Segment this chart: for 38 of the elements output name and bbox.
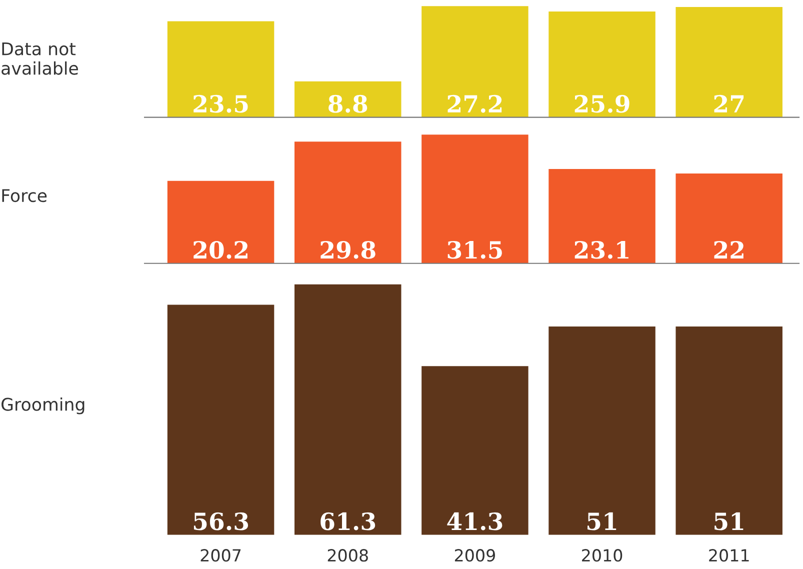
data-label: 29.8 xyxy=(320,240,376,259)
data-label: 41.3 xyxy=(447,512,502,530)
data-label: 27.2 xyxy=(448,94,502,113)
data-label: 23.5 xyxy=(194,94,248,113)
bar xyxy=(548,11,656,118)
data-label: 20.2 xyxy=(194,240,248,259)
bar xyxy=(294,142,402,264)
bar xyxy=(167,21,274,118)
data-label: 56.3 xyxy=(194,512,248,530)
data-label: 27 xyxy=(714,94,744,112)
x-tick-label: 2010 xyxy=(582,549,622,562)
bar xyxy=(294,81,402,118)
y-axis-title: Data not available xyxy=(2,42,78,75)
x-tick-label: 2011 xyxy=(709,549,749,562)
bar xyxy=(548,326,656,535)
data-label: 25.9 xyxy=(574,94,630,113)
x-tick-label: 2007 xyxy=(200,549,241,562)
y-axis-title: Force xyxy=(2,189,47,202)
bar xyxy=(676,6,782,118)
x-tick-label: 2009 xyxy=(454,549,495,562)
data-label: 23.1 xyxy=(574,240,628,259)
bar xyxy=(294,284,402,535)
data-label: 22 xyxy=(714,240,744,258)
bar xyxy=(167,180,274,264)
bar xyxy=(167,304,274,535)
data-label: 8.8 xyxy=(328,94,368,113)
bar xyxy=(548,168,656,264)
y-axis-title: Grooming xyxy=(2,397,84,414)
bar xyxy=(676,326,782,535)
bar xyxy=(422,6,528,118)
bar xyxy=(422,134,528,264)
x-tick-label: 2008 xyxy=(328,549,368,562)
data-label: 61.3 xyxy=(320,512,376,530)
bar xyxy=(676,173,782,264)
data-label: 51 xyxy=(714,512,744,530)
data-label: 51 xyxy=(588,512,616,530)
data-label: 31.5 xyxy=(448,240,502,259)
bar xyxy=(422,366,528,535)
